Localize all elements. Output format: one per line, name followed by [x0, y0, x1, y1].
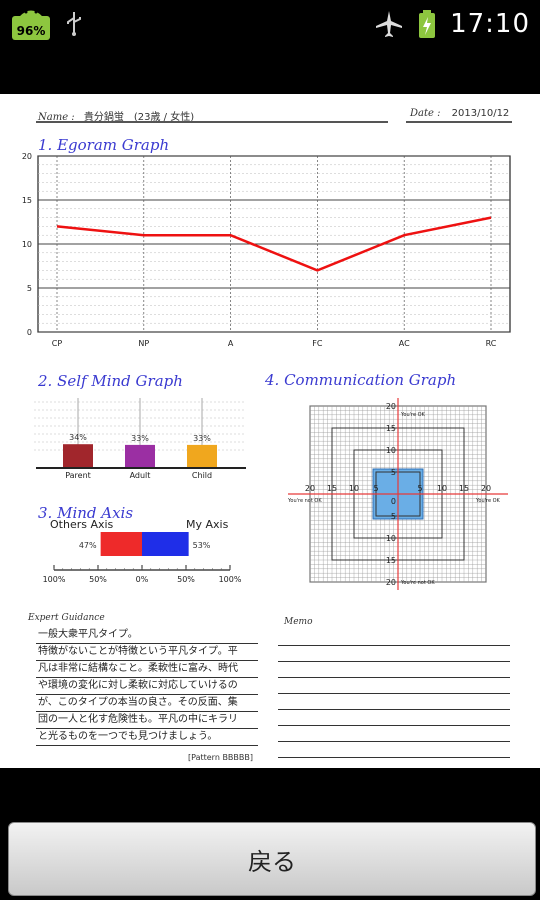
memo-label: Memo: [284, 617, 313, 627]
android-battery-icon: 96%: [12, 10, 50, 40]
name-row: Name : 貴分鍋蛍 (23歳 / 女性): [38, 108, 194, 123]
guidance-line: 団の一人と化す危険性も。平凡の中にキラリ: [36, 712, 258, 729]
date-label: Date :: [410, 108, 441, 119]
self-mind-category-label: Child: [192, 471, 212, 480]
guidance-line: 凡は非常に結構なこと。柔軟性に富み、時代: [36, 661, 258, 678]
comm-tick-label-left: 5: [373, 484, 378, 493]
mind-axis-chart: Others Axis My Axis 47% 53% 100% 50% 0% 50% 100%: [43, 518, 242, 584]
comm-tick-label-top: 5: [391, 468, 396, 477]
egogram-title: 1. Egoram Graph: [38, 136, 170, 154]
guidance-line: 一般大衆平凡タイプ。: [36, 627, 258, 644]
name-underline: [36, 121, 388, 123]
egogram-report-sheet: Name : 貴分鍋蛍 (23歳 / 女性) Date : 2013/10/12…: [0, 94, 540, 774]
self-mind-category-label: Adult: [130, 471, 151, 480]
guidance-line: や環境の変化に対し柔軟に対応していけるの: [36, 678, 258, 695]
comm-tick-label-left: 20: [305, 484, 315, 493]
mind-axis-title: 3. Mind Axis: [38, 504, 134, 522]
comm-tick-label-right: 20: [481, 484, 491, 493]
comm-tick-label-bottom: 20: [386, 578, 396, 587]
mind-axis-tick-label: 100%: [43, 575, 66, 584]
expert-guidance-label: Expert Guidance: [28, 613, 105, 623]
airplane-mode-icon: [376, 11, 403, 37]
comm-corner-top: You're OK: [400, 412, 426, 418]
memo-line: [278, 741, 510, 742]
name-label: Name :: [38, 112, 75, 123]
comm-tick-label-top: 10: [386, 446, 396, 455]
self-mind-chart: 34% Parent 33% Adult 33% Child: [34, 398, 246, 480]
comm-tick-label-bottom: 5: [391, 512, 396, 521]
battery-charging-icon: [419, 10, 436, 38]
date-row: Date : 2013/10/12: [410, 108, 509, 119]
egogram-x-tick-label: RC: [486, 339, 497, 348]
self-mind-title: 2. Self Mind Graph: [38, 372, 183, 390]
memo-line: [278, 645, 510, 646]
self-mind-value-label: 33%: [131, 434, 149, 443]
mind-axis-tick-label: 0%: [136, 575, 149, 584]
date-value: 2013/10/12: [451, 108, 510, 119]
comm-tick-label-left: 10: [349, 484, 359, 493]
guidance-line: が、このタイプの本当の良さ。その反面、集: [36, 695, 258, 712]
self-mind-value-label: 34%: [69, 433, 87, 442]
mind-axis-tick-label: 100%: [219, 575, 242, 584]
comm-corner-left: You're not OK: [287, 498, 322, 504]
mind-axis-tick-label: 50%: [89, 575, 107, 584]
date-underline: [406, 121, 512, 123]
egogram-x-tick-label: CP: [52, 339, 63, 348]
battery-percent: 96%: [17, 24, 46, 38]
egogram-x-tick-label: FC: [312, 339, 323, 348]
self-mind-bar: [125, 444, 155, 468]
comm-tick-label-left: 15: [327, 484, 337, 493]
memo-line: [278, 693, 510, 694]
self-mind-value-label: 33%: [193, 434, 211, 443]
comm-tick-label-right: 5: [417, 484, 422, 493]
clock: 17:10: [450, 9, 530, 39]
memo-line: [278, 757, 510, 758]
comm-tick-label-right: 15: [459, 484, 469, 493]
usb-icon: [67, 12, 81, 36]
name-value: 貴分鍋蛍 (23歳 / 女性): [83, 112, 195, 123]
comm-tick-label-bottom: 10: [386, 534, 396, 543]
comm-corner-right: You're OK: [475, 498, 501, 504]
memo-line: [278, 725, 510, 726]
my-axis-label: My Axis: [186, 518, 229, 531]
my-axis-value: 53%: [193, 541, 211, 550]
memo-line: [278, 677, 510, 678]
guidance-line: と光るものを一つでも見つけましょう。: [36, 729, 258, 746]
self-mind-bar: [63, 444, 93, 468]
egogram-x-tick-label: NP: [138, 339, 149, 348]
comm-corner-bottom: You're not OK: [400, 580, 435, 586]
egogram-y-tick-label: 20: [22, 152, 32, 161]
egogram-x-tick-label: AC: [399, 339, 410, 348]
mind-axis-tick-label: 50%: [177, 575, 195, 584]
guidance-line: 特徴がないことが特徴という平凡タイプ。平: [36, 644, 258, 661]
others-axis-value: 47%: [79, 541, 97, 550]
egogram-y-tick-label: 0: [27, 328, 32, 337]
egogram-y-tick-label: 5: [27, 284, 32, 293]
comm-tick-label-bottom: 15: [386, 556, 396, 565]
comm-tick-label-top: 20: [386, 402, 396, 411]
communication-chart: 20 20 20 20 15 15 15 15 10 10 10 10 5 5 5 5 0 You're OK Yo…: [287, 398, 508, 590]
my-axis-bar: [142, 532, 189, 556]
memo-line: [278, 661, 510, 662]
others-axis-bar: [100, 532, 142, 556]
comm-origin-label: 0: [391, 497, 396, 506]
communication-title: 4. Communication Graph: [265, 371, 457, 389]
egogram-x-tick-label: A: [228, 339, 234, 348]
egogram-y-tick-label: 10: [22, 240, 32, 249]
egogram-chart: CP NP A FC AC RC 0 5 10 15 20: [22, 152, 511, 348]
self-mind-category-label: Parent: [65, 471, 91, 480]
egogram-series-line: [56, 216, 492, 272]
egogram-y-tick-label: 15: [22, 196, 32, 205]
memo-line: [278, 709, 510, 710]
others-axis-label: Others Axis: [50, 518, 114, 531]
expert-guidance-text: 一般大衆平凡タイプ。 特徴がないことが特徴という平凡タイプ。平 凡は非常に結構なこと…: [36, 627, 258, 746]
pattern-code: [Pattern BBBBB]: [188, 753, 254, 762]
comm-tick-label-top: 15: [386, 424, 396, 433]
back-button[interactable]: 戻る: [8, 822, 536, 896]
status-bar: 96% 17:10: [0, 0, 540, 48]
self-mind-bar: [187, 444, 217, 468]
comm-tick-label-right: 10: [437, 484, 447, 493]
